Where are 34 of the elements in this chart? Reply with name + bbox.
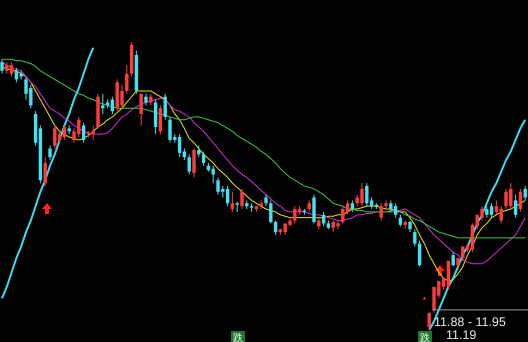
candlestick xyxy=(164,93,167,120)
candlestick xyxy=(322,211,326,227)
candlestick xyxy=(518,188,522,212)
candlestick xyxy=(524,186,527,201)
candlestick xyxy=(140,93,143,126)
candlestick xyxy=(398,214,402,227)
candlestick xyxy=(0,58,4,74)
candlestick xyxy=(188,154,191,175)
candlestick xyxy=(158,104,162,135)
candlestick xyxy=(428,312,431,330)
candlestick xyxy=(125,64,128,94)
candlestick xyxy=(101,93,104,114)
candlestick xyxy=(264,194,268,207)
candlestick xyxy=(82,122,86,144)
candlestick xyxy=(413,228,416,247)
candlestick xyxy=(144,93,148,106)
annotation: 11.88 - 11.95 xyxy=(434,315,506,329)
text: 跌 xyxy=(420,332,430,342)
candlestick xyxy=(317,217,320,230)
candlestick xyxy=(452,252,455,268)
candlestick xyxy=(44,156,47,186)
candlestick xyxy=(230,191,234,212)
annotation: 11.19 xyxy=(446,328,476,342)
candlestick xyxy=(274,220,278,236)
candlestick xyxy=(380,202,383,222)
candlestick xyxy=(308,200,311,212)
candlestick xyxy=(514,194,518,218)
candlestick xyxy=(197,145,200,158)
candlestick xyxy=(269,200,272,224)
candlestick xyxy=(149,93,152,106)
candlestick xyxy=(350,200,354,212)
text: 跌 xyxy=(233,332,243,342)
candlestick xyxy=(418,240,422,268)
candlestick xyxy=(202,150,206,166)
